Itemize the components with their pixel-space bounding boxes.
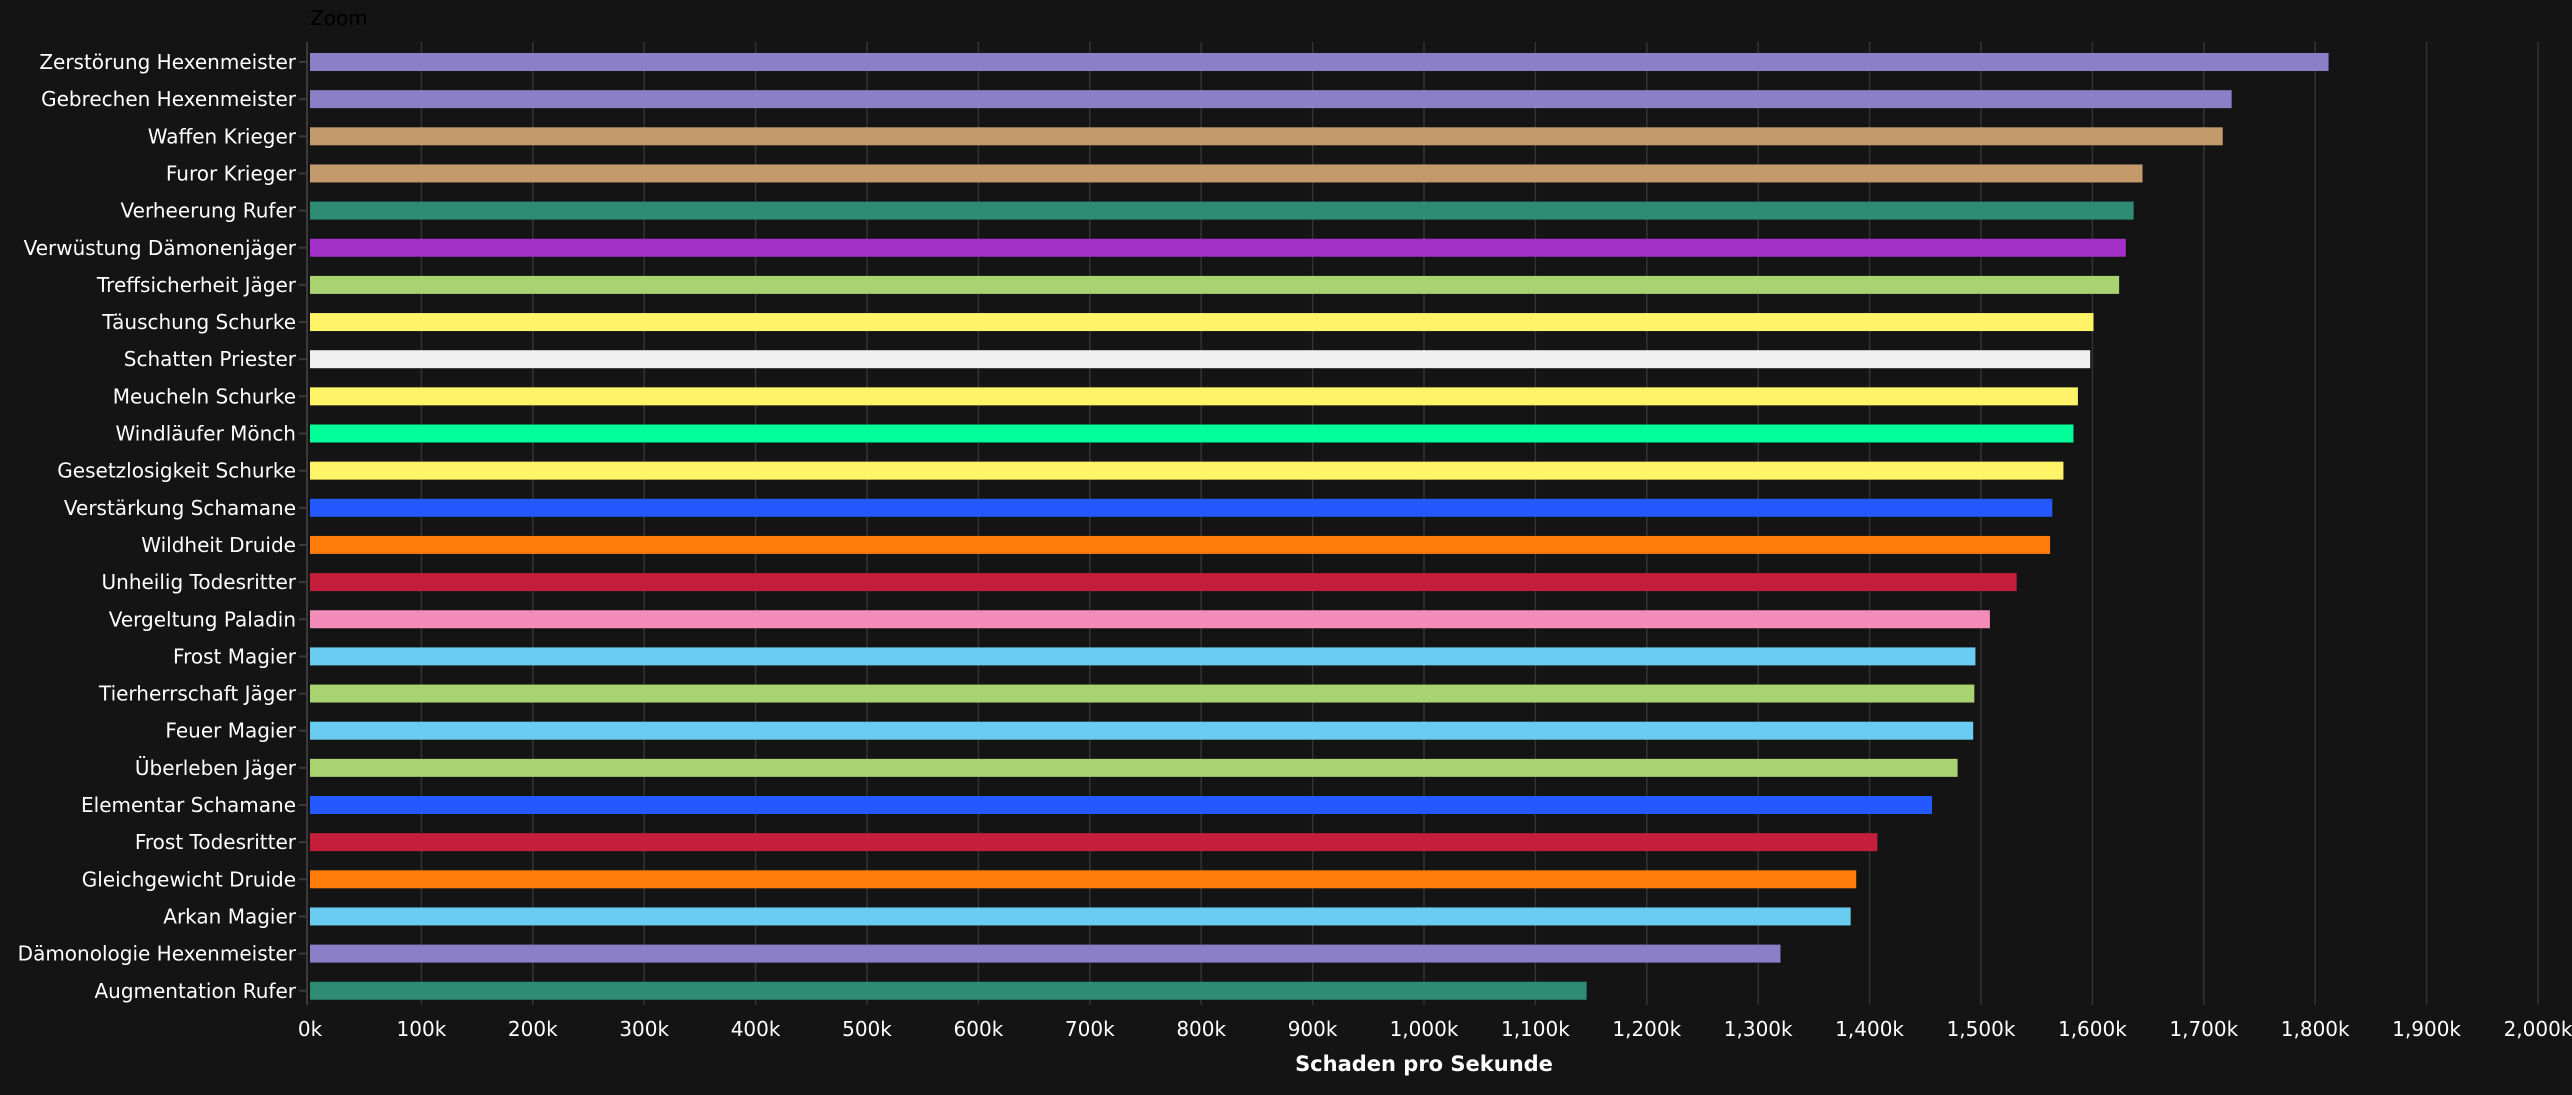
bar[interactable]: [310, 313, 2094, 332]
x-tick-label: 1,800k: [2281, 1017, 2350, 1041]
category-label: Überleben Jäger: [135, 756, 297, 780]
category-label: Tierherrschaft Jäger: [98, 682, 297, 706]
category-label: Verheerung Rufer: [121, 199, 297, 223]
bar[interactable]: [310, 907, 1851, 926]
bar[interactable]: [310, 90, 2232, 109]
x-tick-label: 500k: [842, 1017, 892, 1041]
bar[interactable]: [310, 573, 2017, 592]
x-tick-label: 700k: [1065, 1017, 1115, 1041]
x-tick-label: 400k: [731, 1017, 781, 1041]
category-label: Unheilig Todesritter: [102, 570, 297, 594]
x-tick-label: 1,700k: [2169, 1017, 2238, 1041]
category-label: Frost Magier: [173, 644, 297, 668]
x-axis-title: Schaden pro Sekunde: [1295, 1052, 1553, 1076]
bar[interactable]: [310, 647, 1976, 666]
bar[interactable]: [310, 387, 2078, 406]
bar[interactable]: [310, 944, 1781, 963]
x-tick-label: 1,100k: [1501, 1017, 1570, 1041]
x-tick-label: 2,000k: [2504, 1017, 2572, 1041]
category-label: Treffsicherheit Jäger: [96, 273, 297, 297]
bar[interactable]: [310, 870, 1857, 889]
category-label: Frost Todesritter: [135, 830, 297, 854]
x-tick-labels: 0k 100k 200k 300k 400k 500k 600k 700k 800k 900k 1,…: [298, 1017, 2572, 1041]
bar[interactable]: [310, 981, 1587, 1000]
x-tick-label: 1,200k: [1612, 1017, 1681, 1041]
bar[interactable]: [310, 350, 2091, 369]
bar[interactable]: [310, 201, 2134, 220]
category-label: Schatten Priester: [124, 347, 297, 371]
bar[interactable]: [310, 53, 2329, 71]
grid-lines: [299, 42, 2539, 1005]
category-label: Verwüstung Dämonenjäger: [24, 236, 297, 260]
x-tick-label: 300k: [619, 1017, 669, 1041]
x-tick-label: 800k: [1176, 1017, 1226, 1041]
bar[interactable]: [310, 461, 2064, 480]
x-tick-label: 1,400k: [1835, 1017, 1904, 1041]
category-label: Zerstörung Hexenmeister: [39, 50, 296, 74]
x-tick-label: 1,000k: [1390, 1017, 1459, 1041]
category-label: Feuer Magier: [165, 719, 296, 743]
category-label: Arkan Magier: [163, 904, 296, 928]
category-label: Vergeltung Paladin: [109, 607, 296, 631]
x-tick-label: 600k: [954, 1017, 1004, 1041]
x-tick-label: 200k: [508, 1017, 558, 1041]
category-label: Gesetzlosigkeit Schurke: [57, 459, 296, 483]
bar[interactable]: [310, 238, 2126, 257]
x-tick-label: 900k: [1288, 1017, 1338, 1041]
category-label: Täuschung Schurke: [101, 310, 296, 334]
x-tick-label: 0k: [298, 1017, 323, 1041]
category-label: Dämonologie Hexenmeister: [18, 942, 297, 966]
category-label: Gebrechen Hexenmeister: [41, 87, 297, 111]
bar[interactable]: [310, 684, 1975, 703]
x-tick-label: 1,500k: [1947, 1017, 2016, 1041]
bar[interactable]: [310, 535, 2051, 554]
x-tick-label: 100k: [397, 1017, 447, 1041]
category-labels: Zerstörung Hexenmeister Gebrechen Hexenme…: [18, 50, 297, 1003]
x-tick-label: 1,300k: [1724, 1017, 1793, 1041]
category-label: Gleichgewicht Druide: [82, 867, 296, 891]
category-label: Windläufer Mönch: [115, 422, 296, 446]
x-tick-label: 1,600k: [2058, 1017, 2127, 1041]
category-label: Meucheln Schurke: [113, 384, 296, 408]
category-label: Waffen Krieger: [148, 124, 297, 148]
category-label: Verstärkung Schamane: [64, 496, 296, 520]
bar[interactable]: [310, 758, 1958, 777]
bar[interactable]: [310, 424, 2074, 443]
x-tick-label: 1,900k: [2392, 1017, 2461, 1041]
category-label: Furor Krieger: [166, 161, 297, 185]
bar[interactable]: [310, 721, 1974, 740]
bar[interactable]: [310, 833, 1878, 852]
category-label: Elementar Schamane: [81, 793, 296, 817]
bar[interactable]: [310, 610, 1990, 629]
bars: [310, 53, 2329, 1000]
bar[interactable]: [310, 127, 2223, 146]
bar[interactable]: [310, 164, 2143, 183]
category-label: Wildheit Druide: [141, 533, 296, 557]
bar[interactable]: [310, 498, 2053, 517]
category-label: Augmentation Rufer: [94, 979, 296, 1003]
zoom-label[interactable]: Zoom: [310, 6, 368, 30]
bar[interactable]: [310, 275, 2120, 294]
bar[interactable]: [310, 796, 1932, 814]
